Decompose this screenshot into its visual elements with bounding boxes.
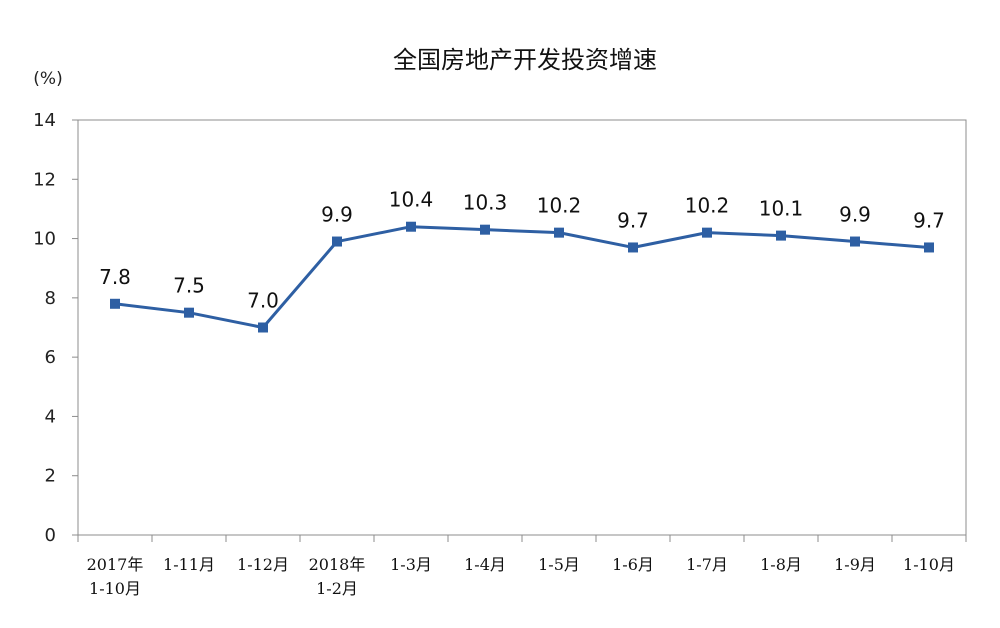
y-tick-label: 14	[33, 110, 56, 131]
data-point-marker	[110, 298, 120, 309]
x-tick-label: 1-2月	[316, 579, 358, 598]
series-path	[114, 225, 930, 329]
x-tick-label: 1-4月	[464, 555, 506, 574]
data-label: 9.7	[617, 208, 649, 232]
y-axis: 0 2 4 6 8 10 12 14	[33, 110, 78, 546]
data-label: 10.1	[759, 197, 804, 221]
x-tick-label: 1-5月	[538, 555, 580, 574]
y-tick-label: 10	[33, 229, 56, 250]
data-label: 9.7	[913, 208, 945, 232]
y-tick-label: 8	[45, 288, 56, 309]
x-tick-label: 1-8月	[760, 555, 802, 574]
data-point-marker	[554, 227, 564, 238]
series-line	[110, 221, 934, 333]
data-label: 10.2	[685, 194, 730, 218]
y-unit-label: (%)	[33, 69, 62, 89]
data-point-marker	[628, 242, 638, 253]
data-point-marker	[258, 322, 268, 333]
data-label: 7.0	[247, 289, 279, 313]
data-point-marker	[776, 230, 786, 241]
data-point-marker	[702, 227, 712, 238]
data-point-marker	[184, 307, 194, 318]
x-tick-label: 1-6月	[612, 555, 654, 574]
data-point-marker	[924, 242, 934, 253]
data-label: 7.8	[99, 265, 131, 289]
y-tick-label: 2	[45, 466, 56, 487]
x-tick-label: 2018年	[309, 555, 366, 574]
y-tick-label: 0	[45, 525, 56, 546]
data-label: 10.2	[537, 194, 582, 218]
data-label: 10.4	[389, 188, 434, 212]
x-axis: 2017年 1-10月 1-11月 1-12月 2018年 1-2月 1-3月 1-4月 1-5…	[77, 535, 967, 598]
x-tick-label: 2017年	[87, 555, 144, 574]
data-label: 9.9	[321, 203, 353, 227]
data-point-marker	[406, 221, 416, 232]
y-tick-label: 12	[33, 169, 56, 190]
data-point-marker	[332, 236, 342, 247]
data-labels: 7.8 7.5 7.0 9.9 10.4 10.3 10.2 9.7 10.2 10.1 9.9 9.…	[99, 188, 945, 313]
x-tick-label: 1-9月	[834, 555, 876, 574]
x-tick-label: 1-10月	[903, 555, 955, 574]
x-tick-label: 1-3月	[390, 555, 432, 574]
plot-frame	[77, 119, 967, 536]
chart-title: 全国房地产开发投资增速	[393, 46, 657, 74]
y-tick-label: 6	[45, 347, 56, 368]
x-tick-label: 1-7月	[686, 555, 728, 574]
data-point-marker	[850, 236, 860, 247]
x-tick-label: 1-12月	[237, 555, 289, 574]
data-label: 10.3	[463, 191, 508, 215]
x-tick-label: 1-10月	[89, 579, 141, 598]
x-tick-label: 1-11月	[163, 555, 215, 574]
data-point-marker	[480, 224, 490, 235]
data-label: 9.9	[839, 203, 871, 227]
y-tick-label: 4	[45, 406, 56, 427]
data-label: 7.5	[173, 274, 205, 298]
